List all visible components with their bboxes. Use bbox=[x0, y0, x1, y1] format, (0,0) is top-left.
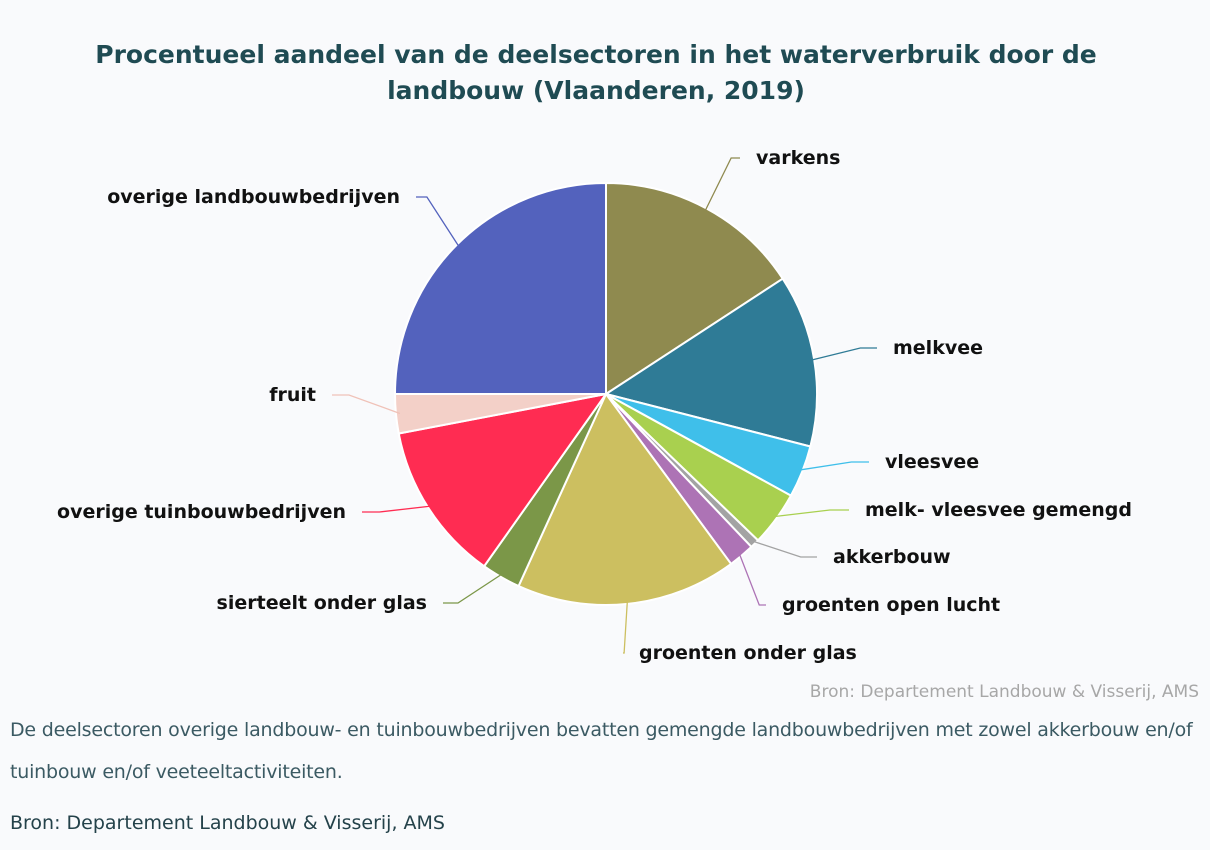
connector-7 bbox=[443, 572, 504, 604]
connector-6 bbox=[623, 599, 629, 654]
chart-title-line-2: landbouw (Vlaanderen, 2019) bbox=[387, 76, 805, 105]
slice-label-3: melk- vleesvee gemengd bbox=[865, 499, 1132, 521]
slice-label-5: groenten open lucht bbox=[782, 594, 1000, 616]
connector-8 bbox=[362, 505, 432, 513]
chart-title-line-1: Procentueel aandeel van de deelsectoren … bbox=[95, 40, 1096, 69]
pie-slice-10[interactable] bbox=[394, 182, 607, 395]
chart-note: De deelsectoren overige landbouw- en tui… bbox=[10, 719, 1193, 783]
slice-label-7: sierteelt onder glas bbox=[217, 592, 427, 614]
connector-3 bbox=[772, 509, 849, 518]
connector-5 bbox=[738, 552, 766, 606]
pie-chart: Procentueel aandeel van de deelsectoren … bbox=[57, 40, 1199, 702]
connector-2 bbox=[798, 461, 869, 471]
slice-label-2: vleesvee bbox=[885, 451, 979, 473]
slice-label-1: melkvee bbox=[893, 337, 983, 359]
slice-label-9: fruit bbox=[269, 384, 316, 406]
slice-label-8: overige tuinbouwbedrijven bbox=[57, 501, 346, 523]
slice-label-4: akkerbouw bbox=[833, 546, 951, 568]
slice-label-0: varkens bbox=[756, 147, 840, 169]
source-text: Bron: Departement Landbouw & Visserij, A… bbox=[10, 812, 445, 834]
connector-1 bbox=[810, 347, 877, 361]
label-connectors bbox=[332, 157, 877, 654]
pie-slices bbox=[394, 182, 818, 606]
connector-10 bbox=[416, 196, 461, 248]
connector-9 bbox=[332, 394, 401, 415]
connector-4 bbox=[751, 540, 817, 558]
slice-label-10: overige landbouwbedrijven bbox=[107, 186, 400, 208]
slice-label-6: groenten onder glas bbox=[639, 642, 857, 664]
connector-0 bbox=[703, 157, 740, 213]
slice-labels: varkens melkvee vleesvee melk- vleesvee gem… bbox=[57, 147, 1132, 664]
chart-container: Procentueel aandeel van de deelsectoren … bbox=[57, 40, 1199, 702]
chart-credit[interactable]: Bron: Departement Landbouw & Visserij, A… bbox=[810, 682, 1199, 702]
pie-slice-8[interactable] bbox=[397, 393, 607, 568]
